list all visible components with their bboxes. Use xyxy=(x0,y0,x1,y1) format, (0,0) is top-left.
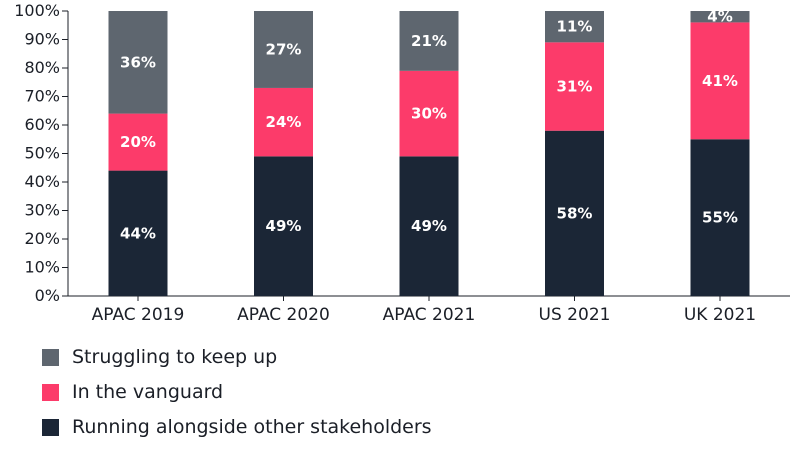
data-label: 24% xyxy=(266,113,302,131)
bar-segment xyxy=(545,130,604,296)
bar-segment xyxy=(254,87,313,157)
data-label: 31% xyxy=(557,78,593,96)
y-tick-label: 0% xyxy=(35,286,60,305)
y-tick-label: 20% xyxy=(24,229,60,248)
x-tick-label: US 2021 xyxy=(539,305,611,325)
bar-segment xyxy=(545,11,604,43)
y-tick-label: 60% xyxy=(24,115,60,134)
legend-item-vanguard: In the vanguard xyxy=(42,381,432,403)
bar-segment xyxy=(108,170,168,296)
data-label: 20% xyxy=(120,133,156,151)
data-label: 4% xyxy=(707,8,732,26)
y-tick-label: 40% xyxy=(24,172,60,191)
legend-label-running: Running alongside other stakeholders xyxy=(72,416,432,438)
x-axis: APAC 2019 APAC 2020 APAC 2021 US 2021 UK 202… xyxy=(68,295,790,325)
data-label: 49% xyxy=(411,217,447,235)
legend-swatch-vanguard xyxy=(42,383,59,401)
x-tick-label: APAC 2021 xyxy=(383,305,476,325)
bar-segment xyxy=(690,139,750,296)
y-tick-label: 10% xyxy=(24,258,60,277)
x-tick-label: APAC 2019 xyxy=(92,305,185,325)
legend-item-struggling: Struggling to keep up xyxy=(42,346,432,368)
bar-segment xyxy=(399,11,459,71)
legend-label-struggling: Struggling to keep up xyxy=(72,346,278,368)
legend-label-vanguard: In the vanguard xyxy=(72,381,224,403)
data-label: 11% xyxy=(557,18,593,36)
x-tick-label: UK 2021 xyxy=(684,305,756,325)
bar-segment xyxy=(399,70,459,157)
bar-segment xyxy=(254,156,313,296)
x-tick-label: APAC 2020 xyxy=(237,305,330,325)
stacked-bar-chart: 0% 10% 20% 30% 40% 50% 60% 70% 80% 90% 100% APAC 2… xyxy=(14,1,790,325)
data-label: 55% xyxy=(702,209,738,227)
bar-segment xyxy=(545,42,604,131)
y-tick-label: 90% xyxy=(24,30,60,49)
data-label: 58% xyxy=(557,204,593,222)
data-label: 21% xyxy=(411,32,447,50)
data-label: 44% xyxy=(120,224,156,242)
data-label: 49% xyxy=(266,217,302,235)
bar-segment xyxy=(690,22,750,140)
legend-item-running: Running alongside other stakeholders xyxy=(42,416,432,438)
data-label: 41% xyxy=(702,72,738,90)
bar-segment xyxy=(108,113,168,171)
y-tick-label: 100% xyxy=(14,1,60,20)
y-axis: 0% 10% 20% 30% 40% 50% 60% 70% 80% 90% 100% xyxy=(14,1,69,305)
bars: 44% 20% 36% 49% 24% 27% 49% 30% 21% 58% 31% 11% 55% 4… xyxy=(108,8,750,296)
bar-segment xyxy=(399,156,459,296)
legend-swatch-struggling xyxy=(42,348,59,366)
bar-segment xyxy=(690,11,750,23)
data-label: 27% xyxy=(266,40,302,58)
y-tick-label: 30% xyxy=(24,201,60,220)
y-tick-label: 80% xyxy=(24,58,60,77)
y-tick-label: 70% xyxy=(24,87,60,106)
bar-segment xyxy=(254,11,313,88)
data-label: 36% xyxy=(120,53,156,71)
y-tick-label: 50% xyxy=(24,144,60,163)
legend-swatch-running xyxy=(42,418,59,436)
data-label: 30% xyxy=(411,105,447,123)
legend: Struggling to keep up In the vanguard Ru… xyxy=(42,346,432,451)
bar-segment xyxy=(108,11,168,114)
